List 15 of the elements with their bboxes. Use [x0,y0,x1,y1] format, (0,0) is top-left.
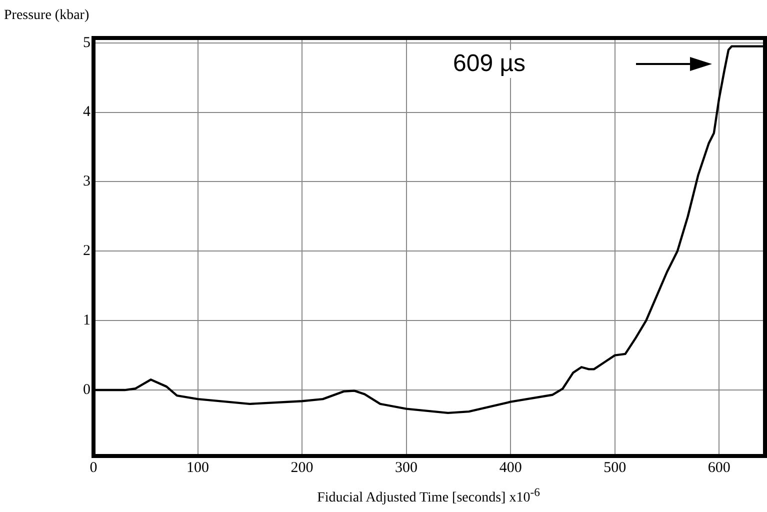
y-axis-title: Pressure (kbar) [4,8,90,24]
y-tick-label: 2 [83,243,90,260]
y-tick-label: 0 [83,382,90,398]
annotation: 609 µs [453,50,526,78]
y-tick-label: 5 [83,34,90,51]
x-tick-label: 200 [290,460,314,476]
x-axis-title: Fiducial Adjusted Time [seconds] x10$^{-6}$ [316,486,541,507]
y-tick-label: 1 [83,312,90,329]
x-tick-label: 400 [499,460,522,476]
x-tick-label: 300 [395,460,418,476]
y-tick-label: 3 [83,174,90,190]
x-tick-label: 100 [186,460,210,476]
x-tick-label: 600 [708,460,730,476]
x-tick-label: 500 [604,460,626,476]
y-tick-label: 4 [83,104,91,120]
